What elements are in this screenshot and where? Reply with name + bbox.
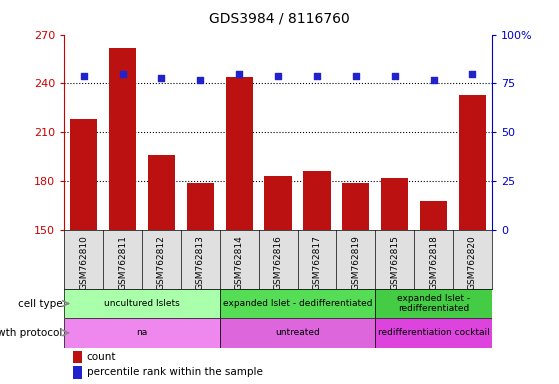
Point bbox=[157, 74, 166, 81]
Bar bbox=[220, 289, 375, 318]
Bar bbox=[342, 183, 369, 230]
Text: percentile rank within the sample: percentile rank within the sample bbox=[87, 367, 262, 377]
Point bbox=[79, 73, 88, 79]
Text: GSM762811: GSM762811 bbox=[118, 235, 127, 290]
Point bbox=[468, 71, 477, 77]
Text: untreated: untreated bbox=[275, 328, 320, 338]
Bar bbox=[73, 351, 82, 363]
Point bbox=[273, 73, 282, 79]
Bar bbox=[381, 178, 408, 230]
Text: GSM762814: GSM762814 bbox=[235, 235, 244, 290]
Point bbox=[312, 73, 321, 79]
Text: GSM762815: GSM762815 bbox=[390, 235, 399, 290]
Text: GSM762812: GSM762812 bbox=[157, 235, 166, 290]
Text: GSM762820: GSM762820 bbox=[468, 235, 477, 290]
Bar bbox=[375, 318, 492, 348]
Text: GSM762817: GSM762817 bbox=[312, 235, 321, 290]
Bar bbox=[148, 155, 175, 230]
Bar bbox=[109, 48, 136, 230]
Text: GSM762818: GSM762818 bbox=[429, 235, 438, 290]
Bar bbox=[264, 176, 292, 230]
Text: GDS3984 / 8116760: GDS3984 / 8116760 bbox=[209, 12, 350, 25]
Text: expanded Islet - dedifferentiated: expanded Islet - dedifferentiated bbox=[223, 299, 372, 308]
Bar bbox=[70, 119, 97, 230]
Bar bbox=[304, 172, 330, 230]
Bar bbox=[64, 318, 220, 348]
Point bbox=[118, 71, 127, 77]
Point bbox=[235, 71, 244, 77]
Text: cell type: cell type bbox=[17, 298, 62, 308]
Text: uncultured Islets: uncultured Islets bbox=[104, 299, 180, 308]
Bar bbox=[220, 318, 375, 348]
Bar bbox=[64, 289, 220, 318]
Point bbox=[352, 73, 361, 79]
Text: GSM762813: GSM762813 bbox=[196, 235, 205, 290]
Text: GSM762810: GSM762810 bbox=[79, 235, 88, 290]
Bar bbox=[375, 289, 492, 318]
Text: na: na bbox=[136, 328, 148, 338]
Point bbox=[196, 76, 205, 83]
Text: GSM762816: GSM762816 bbox=[273, 235, 283, 290]
Text: expanded Islet -
redifferentiated: expanded Islet - redifferentiated bbox=[397, 294, 470, 313]
Point bbox=[390, 73, 399, 79]
Text: growth protocol: growth protocol bbox=[0, 328, 62, 338]
Text: count: count bbox=[87, 352, 116, 362]
Bar bbox=[187, 183, 214, 230]
Bar bbox=[73, 366, 82, 379]
Bar bbox=[459, 95, 486, 230]
Bar bbox=[226, 77, 253, 230]
Text: GSM762819: GSM762819 bbox=[352, 235, 361, 290]
Bar bbox=[420, 201, 447, 230]
Text: redifferentiation cocktail: redifferentiation cocktail bbox=[378, 328, 490, 338]
Point bbox=[429, 76, 438, 83]
